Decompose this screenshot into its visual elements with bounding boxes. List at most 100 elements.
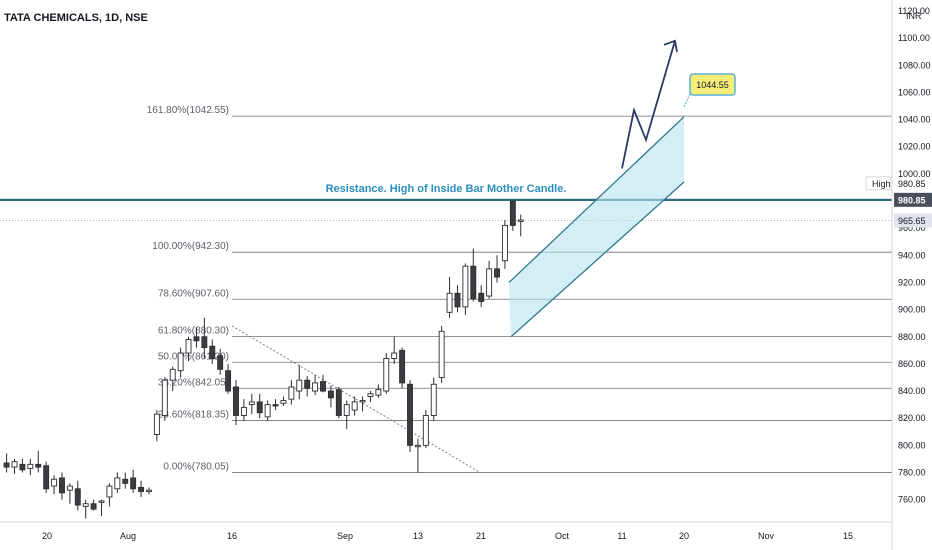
high-tag-box (865, 176, 891, 191)
fib-level-label: 0.00%(780.05) (163, 461, 229, 472)
chart-title: TATA CHEMICALS, 1D, NSE (4, 12, 148, 24)
price-tick-label: 860.00 (898, 359, 926, 369)
candle-body (478, 292, 485, 302)
price-tick-label: 940.00 (898, 250, 926, 260)
candle-body (296, 379, 303, 392)
candle-body (51, 478, 58, 487)
candle-body (185, 339, 192, 354)
candle-body (225, 370, 232, 392)
candle-body (367, 393, 374, 397)
candle-body (486, 268, 493, 297)
price-tick-label: 780.00 (898, 468, 926, 478)
candle-body (454, 292, 461, 308)
price-tick-label: 760.00 (898, 495, 926, 505)
last-price-badge-label: 965.65 (898, 216, 926, 226)
candle-body (217, 355, 224, 370)
target-callout-pointer (683, 93, 691, 108)
time-tick-label: 20 (42, 531, 52, 541)
price-tick-label: 880.00 (898, 332, 926, 342)
candle-body (375, 389, 382, 396)
high-price-badge-label: 980.85 (898, 195, 926, 205)
candle-body (161, 379, 168, 416)
candle-body (264, 404, 271, 418)
candle-body (494, 268, 500, 278)
candle-body (98, 500, 105, 503)
candle-body (470, 265, 477, 300)
axis-currency: INR (906, 11, 922, 21)
candle-body (146, 489, 152, 492)
candle-body (193, 336, 200, 342)
candle-body (177, 352, 184, 372)
time-tick-label: Aug (120, 531, 136, 541)
time-tick-label: 15 (843, 531, 853, 541)
fib-level-label: 100.00%(942.30) (152, 241, 229, 252)
time-tick-label: Nov (758, 531, 775, 541)
candle-body (122, 478, 129, 484)
target-callout-label: 1044.55 (696, 80, 729, 90)
candle-body (233, 386, 239, 416)
price-axis[interactable]: 760.00 780.00 800.00 820.00 840.00 860.00 880.… (865, 0, 932, 550)
price-tick-label: 1060.00 (898, 87, 931, 97)
price-tick-label: 1020.00 (898, 142, 931, 152)
time-tick-label: 21 (476, 531, 486, 541)
candle-body (90, 503, 97, 510)
candle-body (327, 390, 334, 399)
candle-body (280, 400, 287, 404)
candle-body (517, 219, 524, 222)
projection-arrow-head (663, 39, 678, 52)
candle-body (59, 477, 65, 494)
candle-body (422, 415, 429, 446)
candle-body (335, 389, 342, 416)
price-tick-label: 920.00 (898, 277, 926, 287)
price-tick-label: 900.00 (898, 305, 926, 315)
fib-layer: 161.80%(1042.55) 100.00%(942.30) 78.60%(90… (0, 105, 892, 473)
time-tick-label: Oct (555, 531, 570, 541)
candle-body (304, 379, 311, 389)
price-tick-label: 960.00 (898, 223, 926, 233)
candle-body (19, 463, 26, 471)
candle-body (414, 444, 421, 448)
high-price-badge (894, 192, 932, 207)
candle-body (153, 413, 160, 435)
candle-body (430, 383, 437, 416)
candle-body (74, 488, 81, 506)
fib-level-label: 38.20%(842.05) (158, 377, 229, 388)
candle-body (359, 400, 366, 403)
candle-body (114, 477, 121, 490)
candle-body (11, 461, 18, 468)
candle-body (27, 463, 34, 469)
candle-body (351, 401, 358, 411)
candle-body (501, 224, 508, 262)
fib-level-label: 161.80%(1042.55) (147, 105, 229, 116)
channel-upper-line (508, 116, 685, 283)
candle-body (130, 477, 137, 490)
time-axis[interactable]: 20 Aug 16 Sep 13 21 Oct 11 20 Nov 15 (0, 521, 892, 541)
candles-layer (3, 199, 524, 519)
fib-level-label: 78.60%(907.60) (158, 288, 229, 299)
time-tick-label: Sep (337, 531, 353, 541)
candle-body (399, 349, 406, 384)
candle-body (407, 383, 413, 446)
candle-body (82, 503, 89, 507)
candle-body (201, 336, 208, 349)
resistance-annotation: Resistance. High of Inside Bar Mother Ca… (326, 183, 567, 195)
candle-body (320, 381, 326, 392)
price-tick-label: 1080.00 (898, 60, 931, 70)
time-tick-label: 16 (227, 531, 237, 541)
candle-body (462, 265, 469, 308)
price-tick-label: 1100.00 (898, 33, 930, 43)
candle-body (509, 200, 516, 226)
candle-body (106, 485, 113, 498)
fib-level-label: 50.00%(861.20) (158, 351, 229, 362)
time-tick-label: 13 (413, 531, 423, 541)
time-tick-label: 11 (617, 531, 626, 541)
drawings-layer: 1044.55 (231, 39, 736, 473)
candle-body (288, 386, 295, 400)
candle-body (446, 292, 453, 313)
projection-arrow (621, 40, 676, 169)
candle-body (312, 382, 319, 392)
fib-level-label: 61.80%(880.30) (158, 325, 229, 336)
price-tick-label: 1000.00 (898, 169, 931, 179)
